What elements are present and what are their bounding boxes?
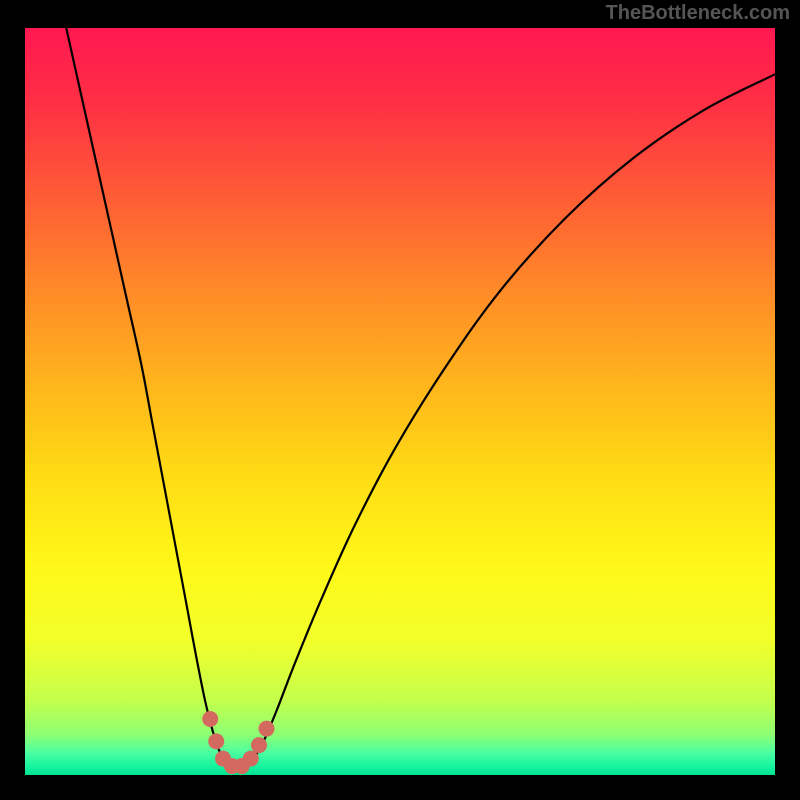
chart-container: TheBottleneck.com [0, 0, 800, 800]
trough-marker [208, 733, 224, 749]
gradient-background [25, 28, 775, 775]
bottleneck-chart-svg [25, 28, 775, 775]
watermark-text: TheBottleneck.com [606, 2, 790, 25]
trough-marker [259, 721, 275, 737]
trough-marker [202, 711, 218, 727]
trough-marker [251, 737, 267, 753]
plot-area [25, 28, 775, 775]
trough-marker [243, 751, 259, 767]
